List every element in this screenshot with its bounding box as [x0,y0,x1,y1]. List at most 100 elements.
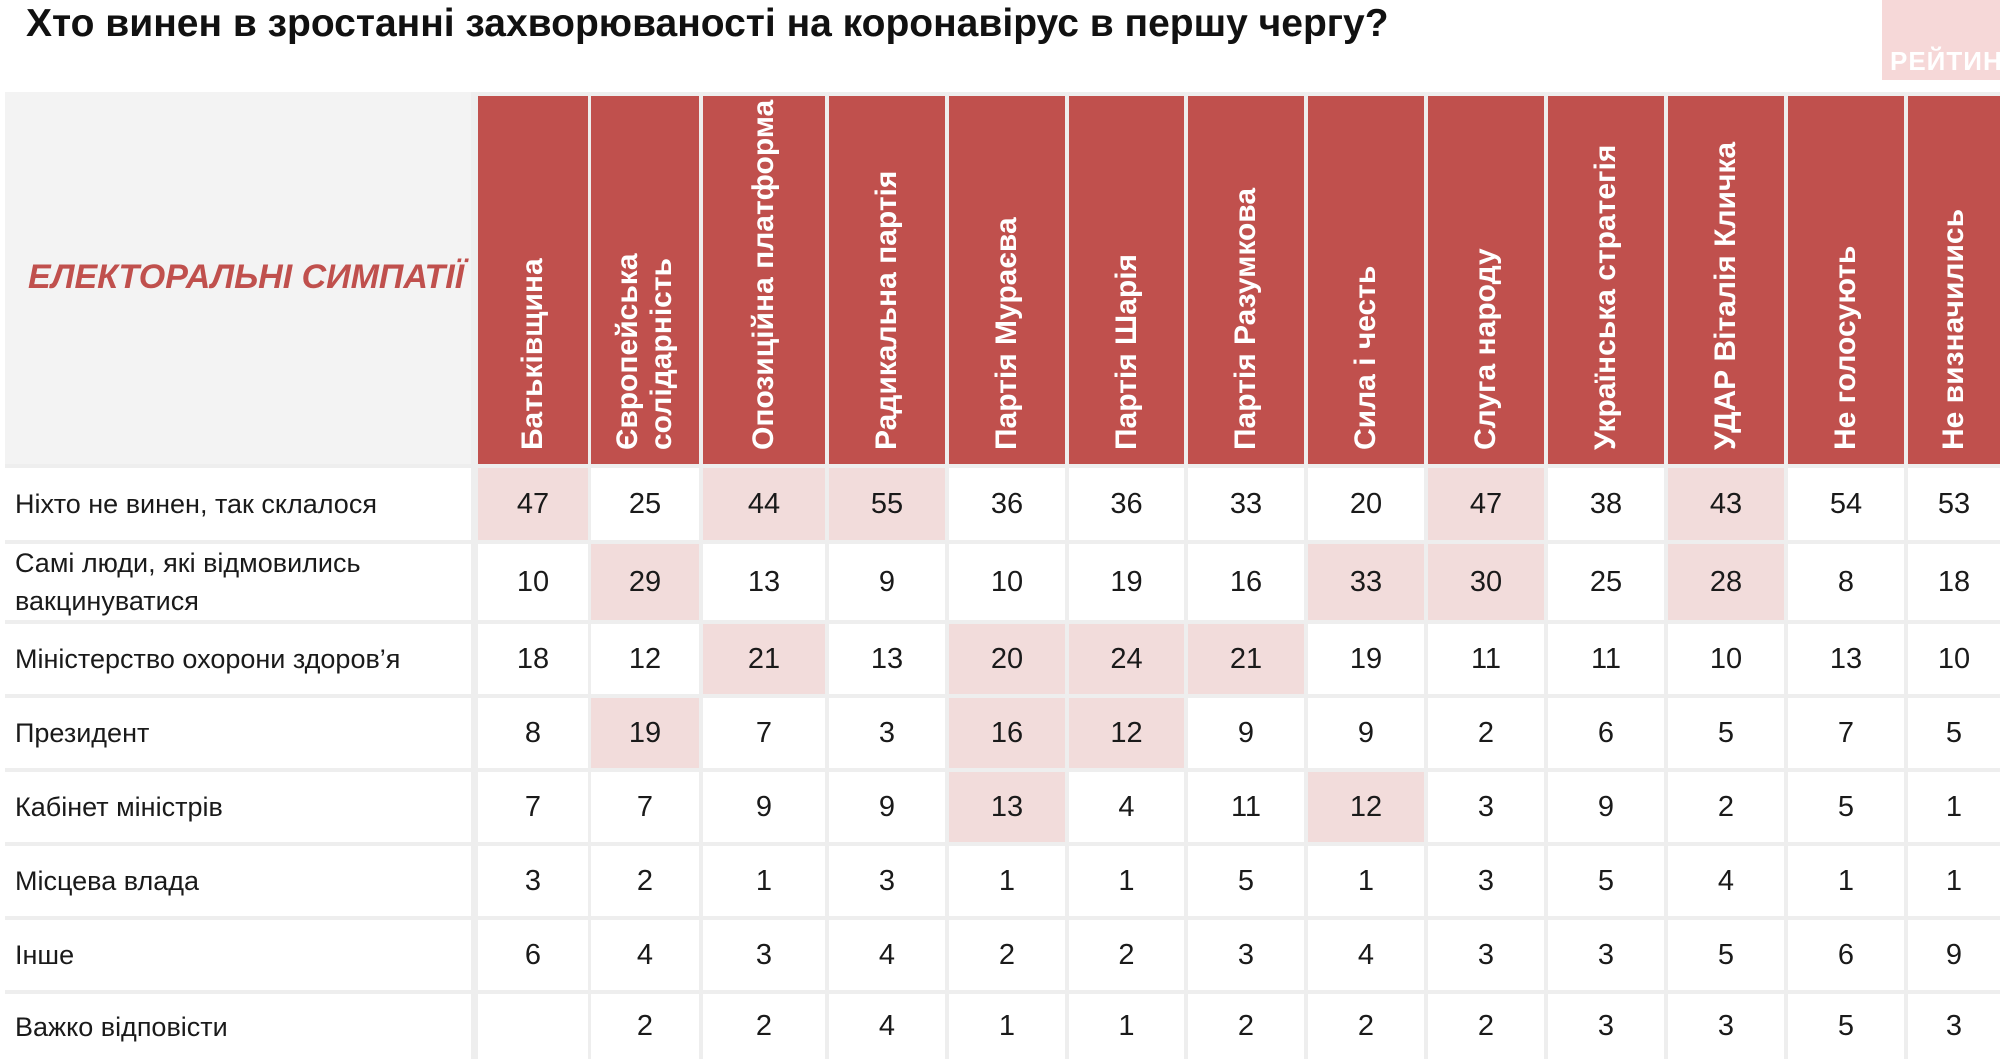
column-header: Сила і честь [1308,96,1424,464]
table-cell: 7 [478,772,588,842]
table-cell: 43 [1668,468,1784,540]
column-header: УДАР Віталія Кличка [1668,96,1784,464]
table-cell: 6 [1788,920,1904,990]
table-cell: 2 [591,994,699,1059]
table-cell: 33 [1188,468,1304,540]
table-cell: 4 [591,920,699,990]
table-cell: 16 [1188,544,1304,620]
column-header: Слуга народу [1428,96,1544,464]
table-cell: 2 [1188,994,1304,1059]
table-cell: 9 [703,772,825,842]
table-cell: 4 [829,920,945,990]
table-cell: 4 [1668,846,1784,916]
column-header-label: Європейська солідарність [611,253,678,450]
row-header-cell [5,92,471,464]
table-cell: 1 [1308,846,1424,916]
column-header-label: Не визначились [1937,208,1970,450]
column-header: Опозиційна платформа [703,96,825,464]
column-header-label: Партія Шарія [1109,253,1143,450]
table-cell: 20 [1308,468,1424,540]
table-cell: 38 [1548,468,1664,540]
table-cell: 12 [1308,772,1424,842]
column-header: Партія Шарія [1069,96,1184,464]
table-cell: 21 [1188,624,1304,694]
table-cell: 13 [703,544,825,620]
table-cell: 9 [1308,698,1424,768]
row-label: Місцева влада [15,866,199,896]
column-header-label: Опозиційна платформа [747,99,780,450]
table-cell: 5 [1668,920,1784,990]
table-cell: 28 [1668,544,1784,620]
table-cell: 3 [703,920,825,990]
row-label: Ніхто не винен, так склалося [15,489,377,519]
column-header-label: Українська стратегія [1589,144,1622,450]
row-label-cell: Кабінет міністрів [5,772,471,842]
table-cell: 13 [829,624,945,694]
table-cell: 24 [1069,624,1184,694]
table-cell: 11 [1188,772,1304,842]
table-cell: 16 [949,698,1065,768]
column-header-label: Слуга народу [1469,248,1502,450]
table-cell: 2 [1069,920,1184,990]
table-cell: 2 [703,994,825,1059]
page-title: Хто винен в зростанні захворюваності на … [26,2,1389,45]
table-cell: 4 [1308,920,1424,990]
table-cell: 3 [829,698,945,768]
table-cell: 36 [1069,468,1184,540]
table-cell: 2 [1428,994,1544,1059]
table-cell: 3 [1188,920,1304,990]
table-cell: 1 [1908,846,2000,916]
table-cell: 19 [1069,544,1184,620]
row-label: Самі люди, які відмовились вакцинуватися [15,548,361,616]
column-header-label: Радикальна партія [870,170,903,450]
table-cell: 4 [829,994,945,1059]
table-cell: 21 [703,624,825,694]
row-label-cell: Важко відповісти [5,994,471,1059]
row-label-cell: Самі люди, які відмовились вакцинуватися [5,544,471,620]
table-cell: 3 [1428,920,1544,990]
column-header: Радикальна партія [829,96,945,464]
table-cell: 19 [1308,624,1424,694]
table-cell: 5 [1788,994,1904,1059]
table-cell: 19 [591,698,699,768]
table-cell: 5 [1788,772,1904,842]
table-cell: 36 [949,468,1065,540]
table-cell: 5 [1188,846,1304,916]
table-cell: 3 [1908,994,2000,1059]
table-cell: 8 [478,698,588,768]
table-cell: 12 [1069,698,1184,768]
table-cell: 1 [1069,994,1184,1059]
table-cell: 4 [1069,772,1184,842]
row-label-cell: Президент [5,698,471,768]
table-cell: 54 [1788,468,1904,540]
column-header: Не голосують [1788,96,1904,464]
logo: РЕЙТИНГ [1882,0,2000,80]
row-label: Важко відповісти [15,1011,228,1042]
column-header-label: Не голосують [1829,245,1862,450]
table-cell: 10 [478,544,588,620]
table-cell: 5 [1908,698,2000,768]
table-cell: 7 [1788,698,1904,768]
table-cell: 6 [478,920,588,990]
table-cell: 2 [1668,772,1784,842]
table-cell: 9 [1188,698,1304,768]
table-cell: 9 [1908,920,2000,990]
table-cell: 33 [1308,544,1424,620]
table-cell: 3 [1548,994,1664,1059]
column-header-label: Партія Мураєва [990,217,1023,450]
column-header: Українська стратегія [1548,96,1664,464]
table-cell: 2 [591,846,699,916]
table-cell: 5 [1548,846,1664,916]
column-header-label: Сила і честь [1349,265,1382,450]
logo-text: РЕЙТИНГ [1890,46,2000,76]
table-cell: 3 [1668,994,1784,1059]
table-cell: 11 [1428,624,1544,694]
row-label: Інше [15,940,75,970]
table-cell: 10 [1908,624,2000,694]
table-cell: 25 [591,468,699,540]
table-cell: 9 [1548,772,1664,842]
row-label: Кабінет міністрів [15,792,223,822]
table-cell: 25 [1548,544,1664,620]
table-cell: 2 [949,920,1065,990]
table-cell: 10 [1668,624,1784,694]
